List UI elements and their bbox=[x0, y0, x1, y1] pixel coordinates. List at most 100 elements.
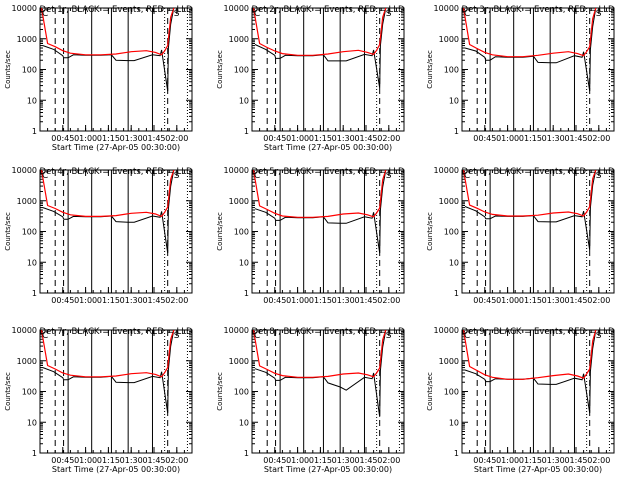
x-tick-label: 01:30 bbox=[542, 456, 565, 465]
events-series-line bbox=[464, 170, 597, 251]
y-tick-label: 1 bbox=[454, 289, 459, 298]
lld-series-line bbox=[252, 170, 387, 218]
y-tick-label: 10 bbox=[449, 258, 459, 267]
x-tick-label: 02:00 bbox=[377, 296, 400, 305]
x-axis-label: Start Time (27-Apr-05 00:30:00) bbox=[52, 465, 180, 474]
x-tick-label: 02:00 bbox=[165, 456, 188, 465]
y-tick-label: 1 bbox=[244, 289, 249, 298]
x-tick-label: 01:45 bbox=[142, 134, 165, 143]
lld-series-line bbox=[40, 8, 175, 56]
lld-series-line bbox=[462, 8, 597, 58]
x-tick-label: 01:15 bbox=[309, 134, 332, 143]
y-tick-label: 1 bbox=[32, 289, 37, 298]
y-tick-label: 100 bbox=[234, 228, 249, 237]
marker-c-label: C bbox=[254, 9, 260, 19]
detector-panel: 1 10 100 1000 10000 00:45 01:00 01:15 01:30 01:45… bbox=[4, 166, 193, 305]
marker-s-label: S bbox=[174, 171, 180, 181]
x-tick-label: 01:00 bbox=[496, 134, 519, 143]
y-tick-label: 100 bbox=[22, 66, 37, 75]
x-tick-label: 01:15 bbox=[97, 296, 120, 305]
x-axis-label: Start Time (27-Apr-05 00:30:00) bbox=[52, 143, 180, 152]
marker-c-label: C bbox=[42, 331, 48, 341]
y-tick-label: 1 bbox=[32, 449, 37, 458]
x-tick-label: 01:00 bbox=[496, 296, 519, 305]
events-series-line bbox=[254, 8, 387, 89]
x-tick-label: 01:30 bbox=[332, 134, 355, 143]
x-tick-label: 01:45 bbox=[354, 134, 377, 143]
y-tick-label: 1000 bbox=[229, 197, 249, 206]
plot-frame bbox=[461, 7, 615, 132]
x-tick-label: 01:00 bbox=[286, 134, 309, 143]
marker-c-label: C bbox=[464, 331, 470, 341]
x-tick-label: 01:45 bbox=[142, 456, 165, 465]
y-tick-label: 10000 bbox=[434, 4, 459, 13]
x-tick-label: 02:00 bbox=[587, 456, 610, 465]
panel-title: Det 8r, BLACK = Events, RED = LLD bbox=[251, 327, 405, 337]
x-tick-label: 02:00 bbox=[165, 134, 188, 143]
y-axis-label: Counts/sec bbox=[216, 372, 224, 411]
y-tick-label: 10 bbox=[239, 96, 249, 105]
x-tick-label: 01:15 bbox=[97, 134, 120, 143]
x-tick-label: 01:45 bbox=[564, 456, 587, 465]
y-tick-label: 10 bbox=[27, 418, 37, 427]
y-tick-label: 1000 bbox=[17, 197, 37, 206]
y-tick-label: 1000 bbox=[439, 357, 459, 366]
y-tick-label: 1000 bbox=[17, 357, 37, 366]
y-axis-label: Counts/sec bbox=[216, 50, 224, 89]
events-series-line bbox=[42, 330, 175, 414]
x-tick-label: 00:45 bbox=[51, 456, 74, 465]
panel-title: Det 6r, BLACK = Events, RED = LLD bbox=[461, 167, 615, 177]
marker-s-label: S bbox=[174, 331, 180, 341]
x-tick-label: 01:45 bbox=[564, 296, 587, 305]
x-tick-label: 01:30 bbox=[120, 134, 143, 143]
marker-c-label: C bbox=[254, 331, 260, 341]
x-tick-label: 01:00 bbox=[286, 296, 309, 305]
y-axis-label: Counts/sec bbox=[426, 212, 434, 251]
x-tick-label: 01:45 bbox=[354, 456, 377, 465]
x-tick-label: 01:30 bbox=[332, 456, 355, 465]
y-tick-label: 10000 bbox=[12, 326, 37, 335]
y-tick-label: 10 bbox=[449, 418, 459, 427]
events-series-line bbox=[42, 8, 175, 92]
x-tick-label: 00:45 bbox=[263, 456, 286, 465]
detector-panel: 1 10 100 1000 10000 00:45 01:00 01:15 01:30 01:45… bbox=[426, 4, 615, 143]
y-tick-label: 100 bbox=[22, 388, 37, 397]
lld-series-line bbox=[462, 330, 597, 380]
y-tick-label: 1000 bbox=[17, 35, 37, 44]
lld-series-line bbox=[462, 170, 597, 217]
y-tick-label: 1 bbox=[32, 127, 37, 136]
x-tick-label: 02:00 bbox=[165, 296, 188, 305]
detector-panel: 1 10 100 1000 10000 00:45 01:00 01:15 01:30 01:45… bbox=[216, 326, 405, 474]
x-tick-label: 00:45 bbox=[51, 296, 74, 305]
x-tick-label: 01:30 bbox=[542, 134, 565, 143]
events-series-line bbox=[42, 170, 175, 254]
x-tick-label: 01:15 bbox=[309, 296, 332, 305]
lld-series-line bbox=[252, 8, 387, 56]
marker-c-label: C bbox=[42, 171, 48, 181]
y-tick-label: 1 bbox=[244, 127, 249, 136]
panel-title: Det 7r, BLACK = Events, RED = LLD bbox=[39, 327, 193, 337]
y-tick-label: 10 bbox=[239, 258, 249, 267]
y-tick-label: 100 bbox=[444, 228, 459, 237]
x-tick-label: 02:00 bbox=[377, 134, 400, 143]
y-tick-label: 10 bbox=[27, 96, 37, 105]
x-tick-label: 01:45 bbox=[354, 296, 377, 305]
x-tick-label: 02:00 bbox=[587, 296, 610, 305]
x-tick-label: 01:00 bbox=[496, 456, 519, 465]
lld-series-line bbox=[252, 330, 387, 378]
y-tick-label: 10000 bbox=[12, 4, 37, 13]
y-tick-label: 100 bbox=[444, 388, 459, 397]
y-tick-label: 10 bbox=[449, 96, 459, 105]
y-tick-label: 10000 bbox=[434, 326, 459, 335]
plot-frame bbox=[461, 329, 615, 454]
panel-title: Det 1r, BLACK = Events, RED = LLD bbox=[39, 5, 193, 15]
x-tick-label: 01:30 bbox=[332, 296, 355, 305]
y-tick-label: 1000 bbox=[229, 357, 249, 366]
y-tick-label: 1 bbox=[454, 127, 459, 136]
panel-title: Det 4r, BLACK = Events, RED = LLD bbox=[39, 167, 193, 177]
x-axis-label: Start Time (27-Apr-05 00:30:00) bbox=[264, 143, 392, 152]
x-tick-label: 00:45 bbox=[473, 296, 496, 305]
detector-panel: 1 10 100 1000 10000 00:45 01:00 01:15 01:30 01:45… bbox=[4, 326, 193, 474]
marker-s-label: S bbox=[174, 9, 180, 19]
